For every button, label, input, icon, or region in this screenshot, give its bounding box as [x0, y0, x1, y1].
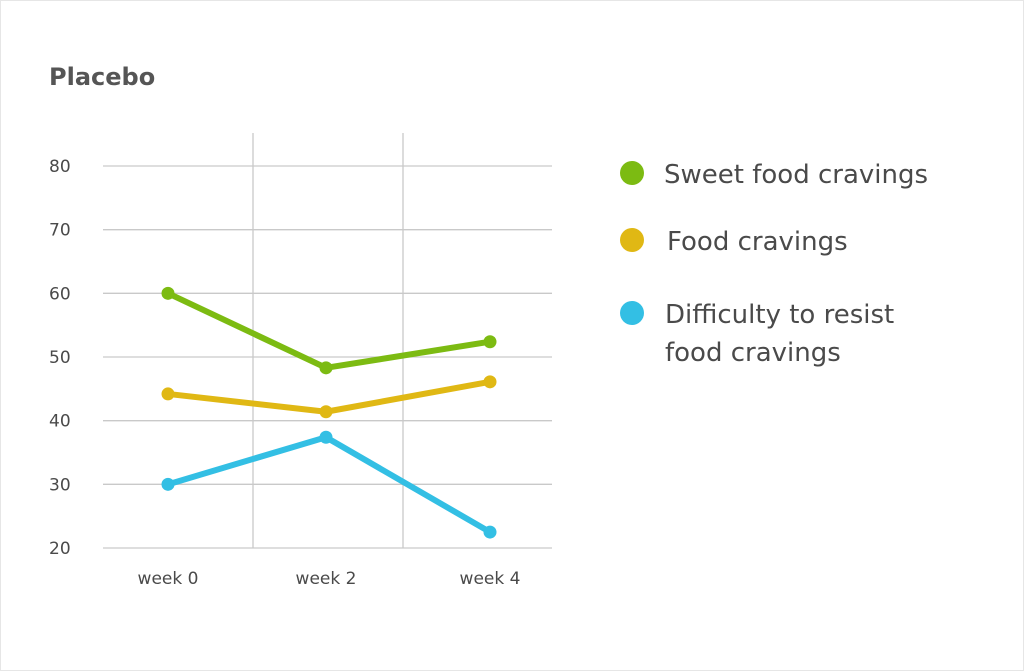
legend-marker — [620, 301, 644, 325]
legend-marker — [620, 228, 644, 252]
y-tick-label: 80 — [49, 157, 71, 177]
series-1 — [161, 375, 497, 419]
data-point — [319, 361, 333, 375]
series-2 — [161, 430, 497, 539]
legend-label: Food cravings — [667, 227, 848, 257]
legend-label: food cravings — [665, 338, 841, 368]
data-point — [319, 405, 333, 419]
legend: Sweet food cravings Food cravings Difficul… — [620, 160, 928, 368]
y-tick-label: 70 — [49, 221, 71, 241]
x-axis-ticks: week 0 week 2 week 4 — [138, 569, 521, 589]
data-point — [161, 477, 175, 491]
legend-marker — [620, 161, 644, 185]
y-tick-label: 50 — [49, 348, 71, 368]
data-point — [483, 525, 497, 539]
legend-item: Difficulty to resist food cravings — [620, 300, 894, 368]
y-axis-ticks: 80 70 60 50 40 30 20 — [49, 157, 71, 559]
legend-item: Food cravings — [620, 227, 848, 257]
legend-label: Sweet food cravings — [664, 160, 928, 190]
y-tick-label: 20 — [49, 539, 71, 559]
y-tick-label: 30 — [49, 475, 71, 495]
data-point — [483, 335, 497, 349]
data-point — [161, 387, 175, 401]
data-point — [161, 286, 175, 300]
y-tick-label: 40 — [49, 412, 71, 432]
data-point — [483, 375, 497, 389]
legend-item: Sweet food cravings — [620, 160, 928, 190]
x-tick-label: week 2 — [296, 569, 357, 589]
chart-title: Placebo — [49, 63, 155, 91]
x-tick-label: week 0 — [138, 569, 199, 589]
series-0 — [161, 286, 497, 375]
data-point — [319, 430, 333, 444]
x-tick-label: week 4 — [460, 569, 521, 589]
y-tick-label: 60 — [49, 284, 71, 304]
series-lines — [161, 286, 497, 539]
legend-label: Difficulty to resist — [665, 300, 894, 330]
